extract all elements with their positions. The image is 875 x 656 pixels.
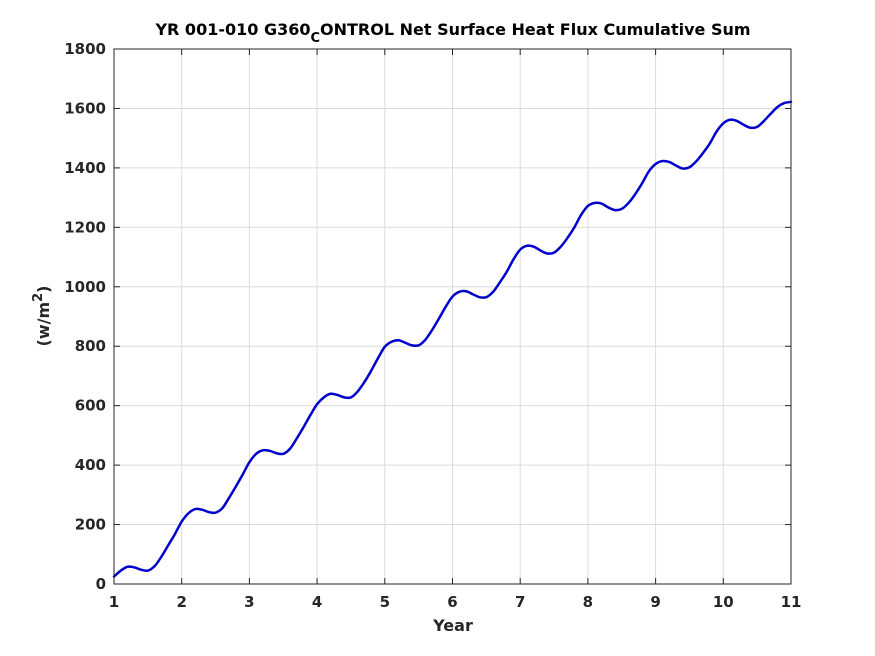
- chart-title-subscript: C: [310, 31, 320, 46]
- y-tick-label: 400: [75, 456, 106, 474]
- chart-title-main: YR 001-010 G360: [154, 20, 310, 39]
- x-axis-label: Year: [432, 616, 473, 635]
- x-tick-label: 4: [312, 593, 322, 611]
- x-tick-label: 6: [447, 593, 457, 611]
- chart-title: YR 001-010 G360CONTROL Net Surface Heat …: [154, 20, 750, 46]
- x-tick-label: 3: [244, 593, 254, 611]
- y-tick-label: 1600: [64, 99, 106, 117]
- x-tick-label: 5: [380, 593, 390, 611]
- y-tick-label: 1200: [64, 218, 106, 236]
- x-tick-label: 8: [583, 593, 593, 611]
- y-tick-label: 1400: [64, 159, 106, 177]
- y-axis-label-close: ): [34, 286, 53, 293]
- y-axis-label-superscript: 2: [31, 293, 46, 302]
- y-tick-label: 800: [75, 337, 106, 355]
- y-tick-label: 600: [75, 397, 106, 415]
- y-axis-label-main: (w/m: [34, 302, 53, 347]
- y-tick-label: 0: [96, 575, 106, 593]
- x-tick-label: 11: [781, 593, 802, 611]
- x-tick-label: 7: [515, 593, 525, 611]
- y-tick-label: 200: [75, 516, 106, 534]
- y-tick-label: 1000: [64, 278, 106, 296]
- series-line: [112, 100, 793, 578]
- y-axis-label: (w/m2): [31, 286, 53, 347]
- x-tick-label: 10: [713, 593, 734, 611]
- x-tick-labels: 1 2 3 4 5 6 7 8 9 10 11: [109, 593, 802, 611]
- axes-frame: [113, 48, 792, 585]
- x-tick-label: 9: [650, 593, 660, 611]
- y-tick-label: 1800: [64, 40, 106, 58]
- x-tick-label: 1: [109, 593, 119, 611]
- x-tick-label: 2: [176, 593, 186, 611]
- y-tick-labels: 0 200 400 600 800 1000 1200 1400 1600 1800: [64, 40, 106, 593]
- series-layer: [112, 100, 793, 578]
- chart-title-rest: ONTROL Net Surface Heat Flux Cumulative …: [320, 20, 751, 39]
